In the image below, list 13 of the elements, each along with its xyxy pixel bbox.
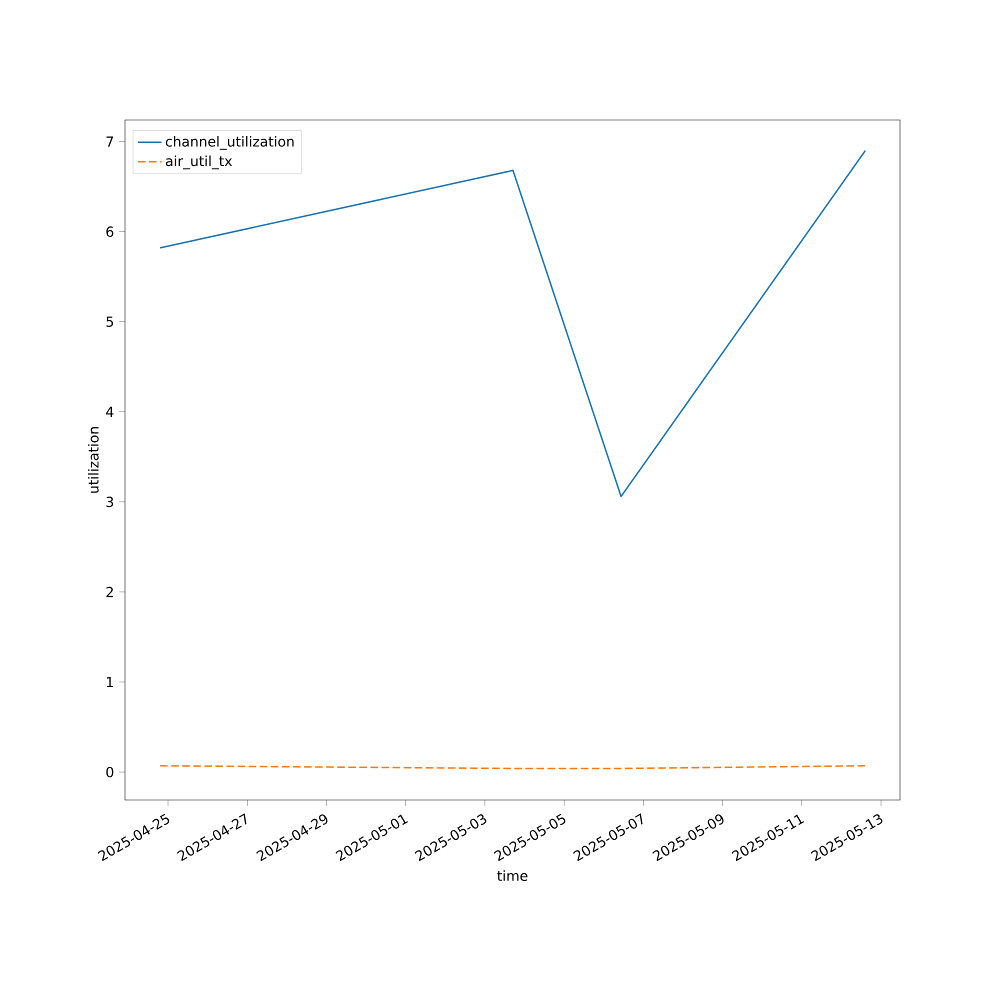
y-tick-label: 1 xyxy=(106,676,113,688)
y-tick-label: 6 xyxy=(106,226,114,237)
y-tick-label: 0 xyxy=(106,766,114,778)
legend-label: channel_utilization xyxy=(166,136,294,150)
y-tick-label: 5 xyxy=(106,316,114,327)
y-axis-title: utilization xyxy=(88,427,99,493)
legend-label: air_util_tx xyxy=(166,155,232,170)
line-series xyxy=(159,150,866,498)
y-tick-label: 2 xyxy=(106,586,113,598)
x-axis-title: time xyxy=(497,870,528,881)
y-tick-label: 7 xyxy=(106,136,114,147)
y-tick-label: 4 xyxy=(106,406,114,417)
y-tick-label: 3 xyxy=(106,496,114,508)
